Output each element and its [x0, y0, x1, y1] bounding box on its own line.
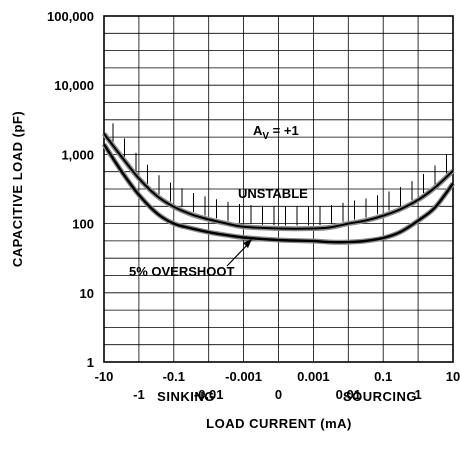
y-tick-label: 10 [80, 286, 94, 301]
y-tick-label: 1 [87, 355, 94, 370]
x-tick-label: -10 [95, 369, 114, 384]
gain-value: = +1 [269, 123, 299, 138]
gain-subscript: V [262, 131, 269, 142]
overshoot-arrow-head [243, 239, 252, 248]
unstable-boundary-line [103, 132, 454, 230]
sinking-label: SINKING [157, 389, 215, 404]
x-tick-labels: -10 -0.1 -0.001 0.001 0.1 10 -1 -0.01 0 0.01 1 [95, 369, 460, 402]
y-tick-labels: 100,000 10,000 1,000 100 10 1 [47, 9, 94, 370]
overshoot-label: 5% OVERSHOOT [129, 264, 235, 279]
x-tick-label: 0.01 [336, 387, 361, 402]
y-axis-label: CAPACITIVE LOAD (pF) [10, 111, 25, 267]
x-tick-label: 10 [446, 369, 460, 384]
x-tick-label: -0.001 [225, 369, 262, 384]
x-tick-label: -0.1 [163, 369, 185, 384]
x-tick-label: 1 [414, 387, 421, 402]
y-tick-label: 10,000 [54, 78, 94, 93]
series-lines [101, 132, 456, 245]
unstable-region-hatch [112, 123, 447, 226]
y-tick-label: 100,000 [47, 9, 94, 24]
y-tick-label: 1,000 [61, 147, 94, 162]
x-tick-label: 0 [275, 387, 282, 402]
x-tick-label: 0.1 [374, 369, 392, 384]
sourcing-label: SOURCING [343, 389, 417, 404]
unstable-label: UNSTABLE [238, 186, 308, 201]
gain-annotation: AV = +1 [253, 123, 299, 142]
x-tick-label: -0.01 [194, 387, 224, 402]
y-tick-label: 100 [72, 217, 94, 232]
overshoot-curve-line [102, 143, 454, 244]
x-tick-label: -1 [133, 387, 145, 402]
gain-symbol: A [253, 123, 263, 138]
x-tick-label: 0.001 [297, 369, 330, 384]
x-axis-label: LOAD CURRENT (mA) [206, 416, 352, 431]
